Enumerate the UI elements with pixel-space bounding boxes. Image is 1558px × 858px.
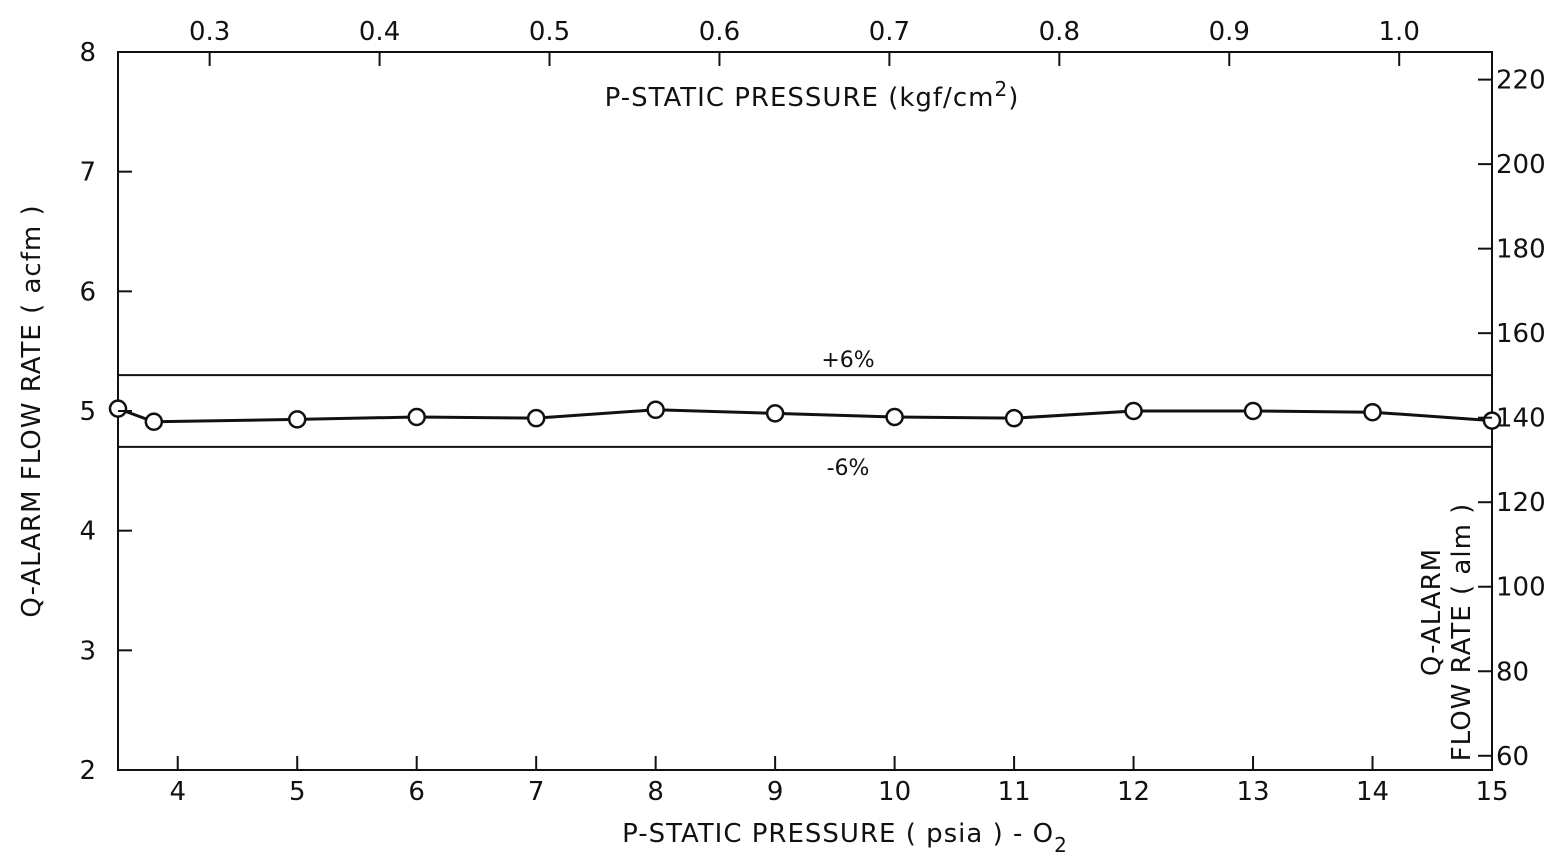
data-point [108,399,128,418]
top-axis-title-end: ) [1008,83,1019,113]
x-tick-label: 14 [1356,777,1389,807]
y-tick-label: 4 [79,517,96,547]
y-axis-left: 2 3 4 5 6 7 8 [79,38,132,786]
y-tick-label: 5 [79,397,96,427]
right-tick-label: 100 [1496,573,1546,603]
tolerance-bands: +6% -6% [118,348,1492,481]
right-axis-title-line2: FLOW RATE ( alm ) [1447,503,1477,762]
y-tick-label: 2 [79,756,96,786]
data-point [526,408,546,428]
data-point [1363,402,1382,422]
x-axis-bottom: 4 5 6 7 8 9 10 11 12 13 14 15 [169,756,1509,807]
data-point [287,410,307,429]
y-tick-label: 7 [79,158,96,188]
data-point [885,407,904,427]
x-axis-top: 0.3 0.4 0.5 0.6 0.7 0.8 0.9 1.0 [189,17,1420,66]
x-axis-title: P-STATIC PRESSURE ( psia ) - O2 [622,819,1068,857]
x-tick-label: 9 [767,777,784,807]
top-tick-label: 0.6 [699,17,740,47]
y-tick-label: 3 [79,636,96,666]
data-point [1124,401,1143,421]
top-tick-label: 0.3 [189,17,230,47]
top-tick-label: 0.4 [359,17,400,47]
top-tick-label: 0.7 [869,17,910,47]
tolerance-label: +6% [821,348,874,373]
x-tick-label: 15 [1475,777,1508,807]
data-series [108,399,1502,432]
x-tick-label: 10 [878,777,911,807]
top-tick-label: 0.5 [529,17,570,47]
x-tick-label: 5 [289,777,306,807]
right-axis-title-line1: Q-ALARM [1417,548,1447,676]
right-tick-label: 200 [1496,150,1546,180]
top-tick-label: 0.9 [1209,17,1250,47]
data-point [1243,401,1263,421]
x-tick-label: 11 [998,777,1031,807]
y-axis-right: 60 80 100 120 140 160 180 200 220 [1478,66,1546,772]
x-tick-label: 12 [1117,777,1150,807]
top-tick-label: 1.0 [1379,17,1420,47]
data-point [1004,408,1024,428]
data-point [1482,411,1502,430]
x-tick-label: 6 [408,777,425,807]
right-tick-label: 220 [1496,66,1546,96]
y-axis-title: Q-ALARM FLOW RATE ( acfm ) [17,204,47,617]
top-axis-title: P-STATIC PRESSURE (kgf/cm2) [605,77,1020,113]
x-axis-title-subscript: 2 [1054,833,1068,857]
x-tick-label: 8 [647,777,664,807]
series-line [117,407,1493,424]
x-tick-label: 7 [528,777,545,807]
y-tick-label: 6 [79,277,96,307]
x-tick-label: 13 [1236,777,1269,807]
tolerance-label: -6% [827,456,870,481]
data-point [144,412,164,432]
data-point [646,400,665,420]
y-tick-label: 8 [79,38,96,68]
top-axis-title-superscript: 2 [994,77,1008,101]
top-tick-label: 0.8 [1039,17,1080,47]
data-point [765,404,785,423]
right-tick-label: 160 [1496,319,1546,349]
right-tick-label: 140 [1496,404,1546,434]
right-tick-label: 80 [1496,657,1529,687]
top-axis-title-main: P-STATIC PRESSURE (kgf/cm [605,83,995,113]
right-tick-label: 120 [1496,488,1546,518]
right-tick-label: 60 [1496,742,1529,772]
right-tick-label: 180 [1496,235,1546,265]
x-axis-title-main: P-STATIC PRESSURE ( psia ) - O [622,819,1054,849]
data-point [407,407,426,427]
x-tick-label: 4 [169,777,186,807]
